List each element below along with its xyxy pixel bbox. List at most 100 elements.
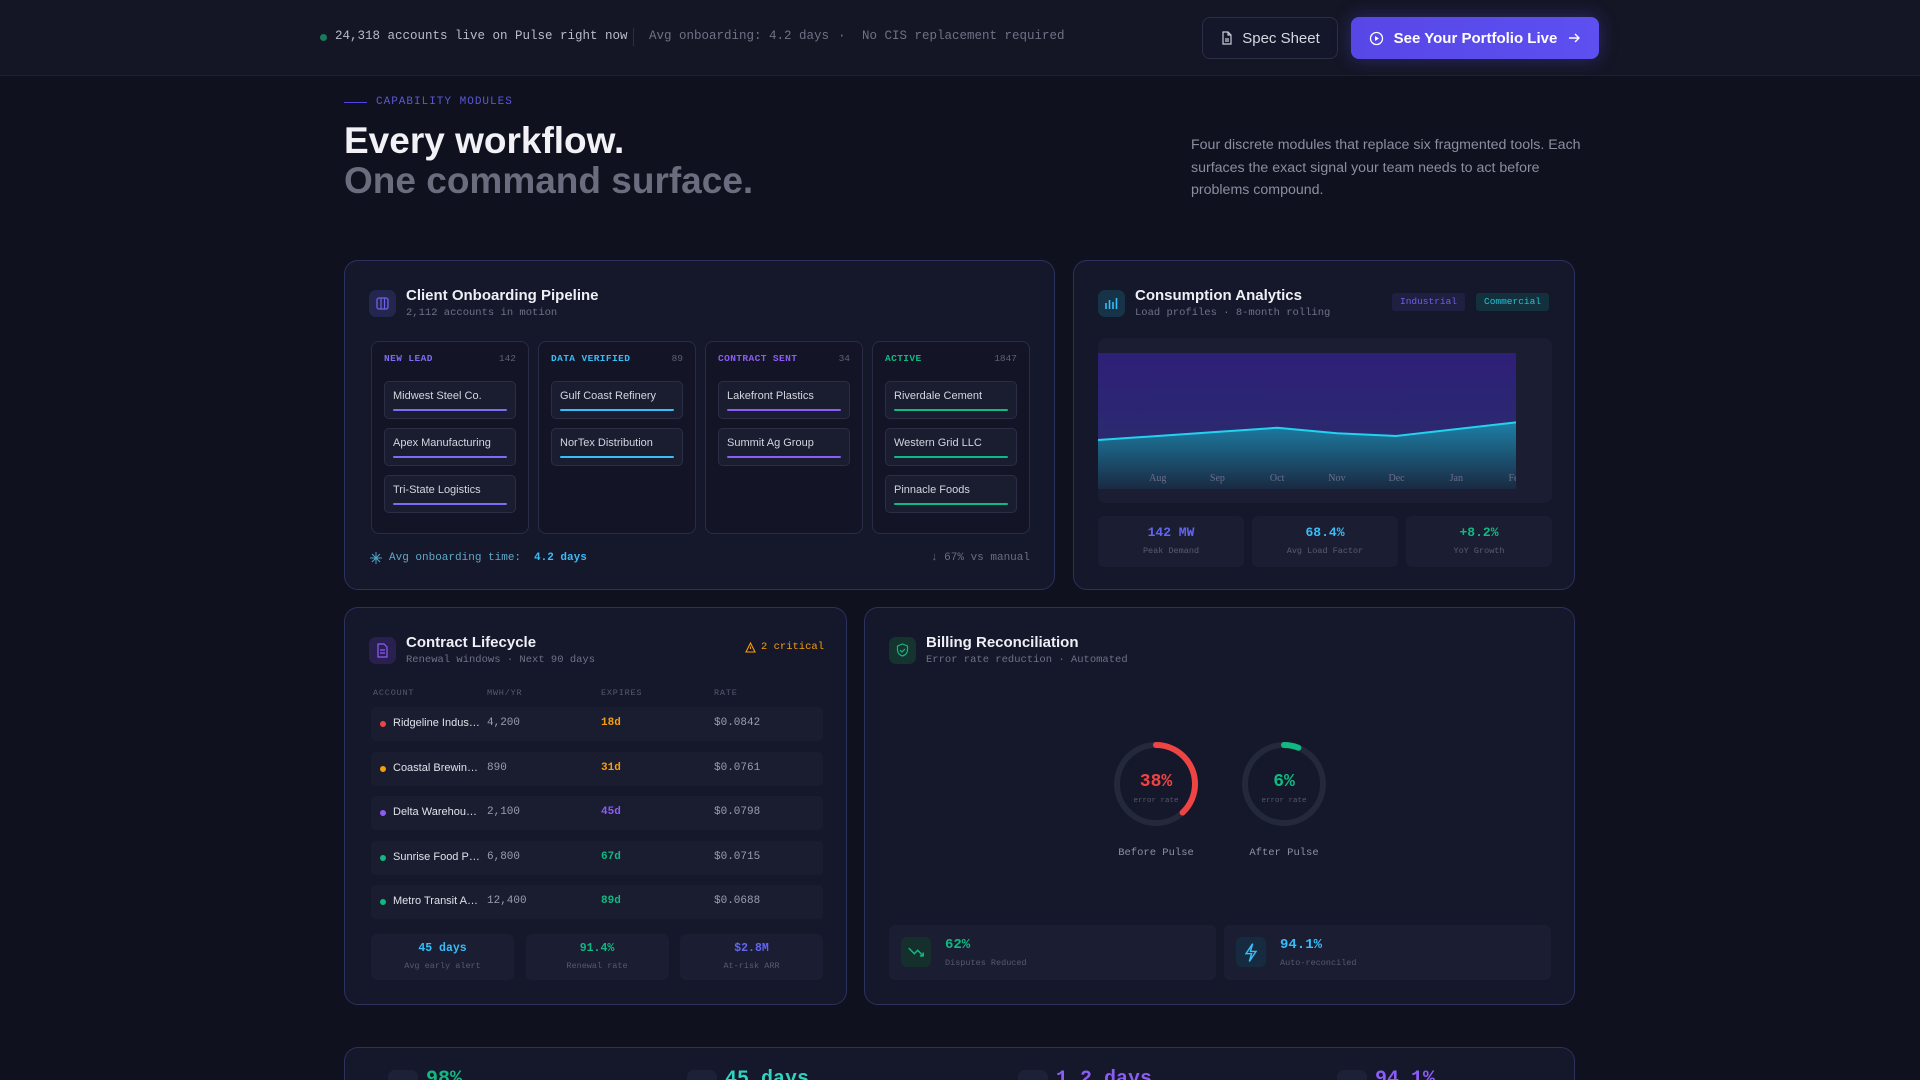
status-dot xyxy=(380,899,386,905)
contract-row: Ridgeline Indus… 4,200 18d $0.0842 xyxy=(371,707,823,741)
mwh: 6,800 xyxy=(487,850,521,863)
account-name: Western Grid LLC xyxy=(894,437,982,449)
live-count: 24,318 accounts live on Pulse right now xyxy=(335,29,628,43)
column-count: 89 xyxy=(671,353,683,364)
chart-panel: JulAugSepOctNovDecJanFeb xyxy=(1098,338,1552,503)
progress-bar xyxy=(894,456,1008,458)
billing-card: Billing Reconciliation Error rate reducti… xyxy=(864,607,1575,1005)
play-icon xyxy=(1369,31,1383,45)
divider xyxy=(633,28,634,46)
pipeline-column: CONTRACT SENT 34 Lakefront Plastics Summit … xyxy=(705,341,863,534)
account-name: Summit Ag Group xyxy=(727,437,814,449)
x-tick-label: Feb xyxy=(1509,473,1517,484)
stat-label: Auto-reconciled xyxy=(1280,958,1357,968)
status-dot xyxy=(380,721,386,727)
area xyxy=(1098,422,1516,489)
avg-onboarding: Avg onboarding: 4.2 days xyxy=(649,29,830,43)
stat-value: 45 days xyxy=(418,942,467,955)
pipeline-item: Pinnacle Foods xyxy=(885,475,1017,513)
expires: 45d xyxy=(601,806,621,818)
gauge-arc xyxy=(1114,742,1198,826)
account-name: Pinnacle Foods xyxy=(894,484,970,496)
column-name: DATA VERIFIED xyxy=(551,353,631,364)
mwh: 2,100 xyxy=(487,806,521,818)
expires: 67d xyxy=(601,850,621,863)
gauge: 38% error rate xyxy=(1114,742,1198,826)
gauge: 6% error rate xyxy=(1242,742,1326,826)
card-subtitle: Load profiles · 8-month rolling xyxy=(1135,307,1331,319)
stat-box: 45 days Avg early alert xyxy=(371,934,514,980)
account: Delta Warehou… xyxy=(393,806,477,818)
progress-bar xyxy=(393,456,507,458)
stat-value: 91.4% xyxy=(579,942,615,955)
icon-glyph xyxy=(1105,298,1118,309)
mwh: 12,400 xyxy=(487,895,527,907)
expires: 89d xyxy=(601,895,621,907)
area-chart: JulAugSepOctNovDecJanFeb xyxy=(1098,353,1517,489)
stat-label: Avg early alert xyxy=(404,961,481,971)
spec-sheet-button[interactable]: Spec Sheet xyxy=(1202,17,1338,59)
contract-row: Coastal Brewin… 890 31d $0.0761 xyxy=(371,751,823,786)
progress-bar xyxy=(727,456,841,458)
x-tick-label: Oct xyxy=(1270,473,1285,484)
gauge-name: After Pulse xyxy=(1249,847,1319,859)
onboarding-card: Client Onboarding Pipeline 2,112 accounts… xyxy=(344,260,1055,590)
progress-bar xyxy=(727,409,841,411)
column-header: MWH/YR xyxy=(487,688,523,698)
rate: $0.0761 xyxy=(714,761,761,774)
contract-row: Metro Transit A… 12,400 89d $0.0688 xyxy=(371,885,823,919)
account-name: Midwest Steel Co. xyxy=(393,390,482,402)
pipeline-item: Tri-State Logistics xyxy=(384,475,516,513)
stat-label: YoY Growth xyxy=(1453,546,1505,556)
stat-box: 62% Disputes Reduced xyxy=(889,925,1216,980)
x-tick-label: Nov xyxy=(1328,473,1345,484)
gauge-arc xyxy=(1242,742,1326,826)
summary-value: 98% xyxy=(426,1068,463,1080)
stat-box: +8.2% YoY Growth xyxy=(1406,516,1552,567)
badge-text: 2 critical xyxy=(760,641,824,653)
card-title: Client Onboarding Pipeline xyxy=(406,287,599,304)
separator: · xyxy=(838,29,846,43)
stat-label: Avg Load Factor xyxy=(1286,546,1364,556)
summary-icon xyxy=(687,1070,717,1080)
column-header: ACCOUNT xyxy=(373,688,415,698)
pipeline-column: DATA VERIFIED 89 Gulf Coast Refinery NorTex… xyxy=(538,341,696,534)
summary-icon xyxy=(1337,1070,1367,1080)
portfolio-button[interactable]: See Your Portfolio Live xyxy=(1351,17,1599,59)
stat-value: 94.1% xyxy=(1280,937,1323,953)
pipeline-column: ACTIVE 1847 Riverdale Cement Western Grid L… xyxy=(872,341,1030,534)
summary-icon xyxy=(388,1070,418,1080)
account-name: Riverdale Cement xyxy=(894,390,983,402)
icon-glyph xyxy=(1244,943,1258,962)
eyebrow: CAPABILITY MODULES xyxy=(376,96,513,108)
column-count: 1847 xyxy=(994,353,1017,364)
account-name: Lakefront Plastics xyxy=(727,390,814,402)
progress-bar xyxy=(894,503,1008,505)
card-title: Contract Lifecycle xyxy=(406,634,537,651)
line xyxy=(1098,421,1516,442)
heading-line-1: Every workflow. xyxy=(344,120,625,161)
live-dot xyxy=(320,34,327,41)
stat-label: Renewal rate xyxy=(566,961,628,971)
rate: $0.0715 xyxy=(714,850,761,863)
icon xyxy=(1236,937,1266,967)
pipeline-item: Lakefront Plastics xyxy=(718,381,850,419)
sparkle-icon xyxy=(370,552,382,564)
x-tick-label: Dec xyxy=(1389,473,1406,484)
icon xyxy=(901,937,931,967)
tag: Commercial xyxy=(1476,293,1550,311)
account: Ridgeline Indus… xyxy=(393,717,480,729)
gauge-caption: error rate xyxy=(1133,797,1178,805)
description: Four discrete modules that replace six f… xyxy=(1191,137,1581,198)
status-dot xyxy=(380,810,386,816)
account: Metro Transit A… xyxy=(393,895,478,907)
top-bar: 24,318 accounts live on Pulse right now A… xyxy=(0,0,1920,76)
progress-bar xyxy=(560,456,674,458)
pipeline-item: Midwest Steel Co. xyxy=(384,381,516,419)
label: Spec Sheet xyxy=(1242,29,1320,47)
card-subtitle: Renewal windows · Next 90 days xyxy=(406,654,596,666)
account: Coastal Brewin… xyxy=(393,761,478,774)
doc-icon xyxy=(1222,31,1232,45)
progress-bar xyxy=(560,409,674,411)
